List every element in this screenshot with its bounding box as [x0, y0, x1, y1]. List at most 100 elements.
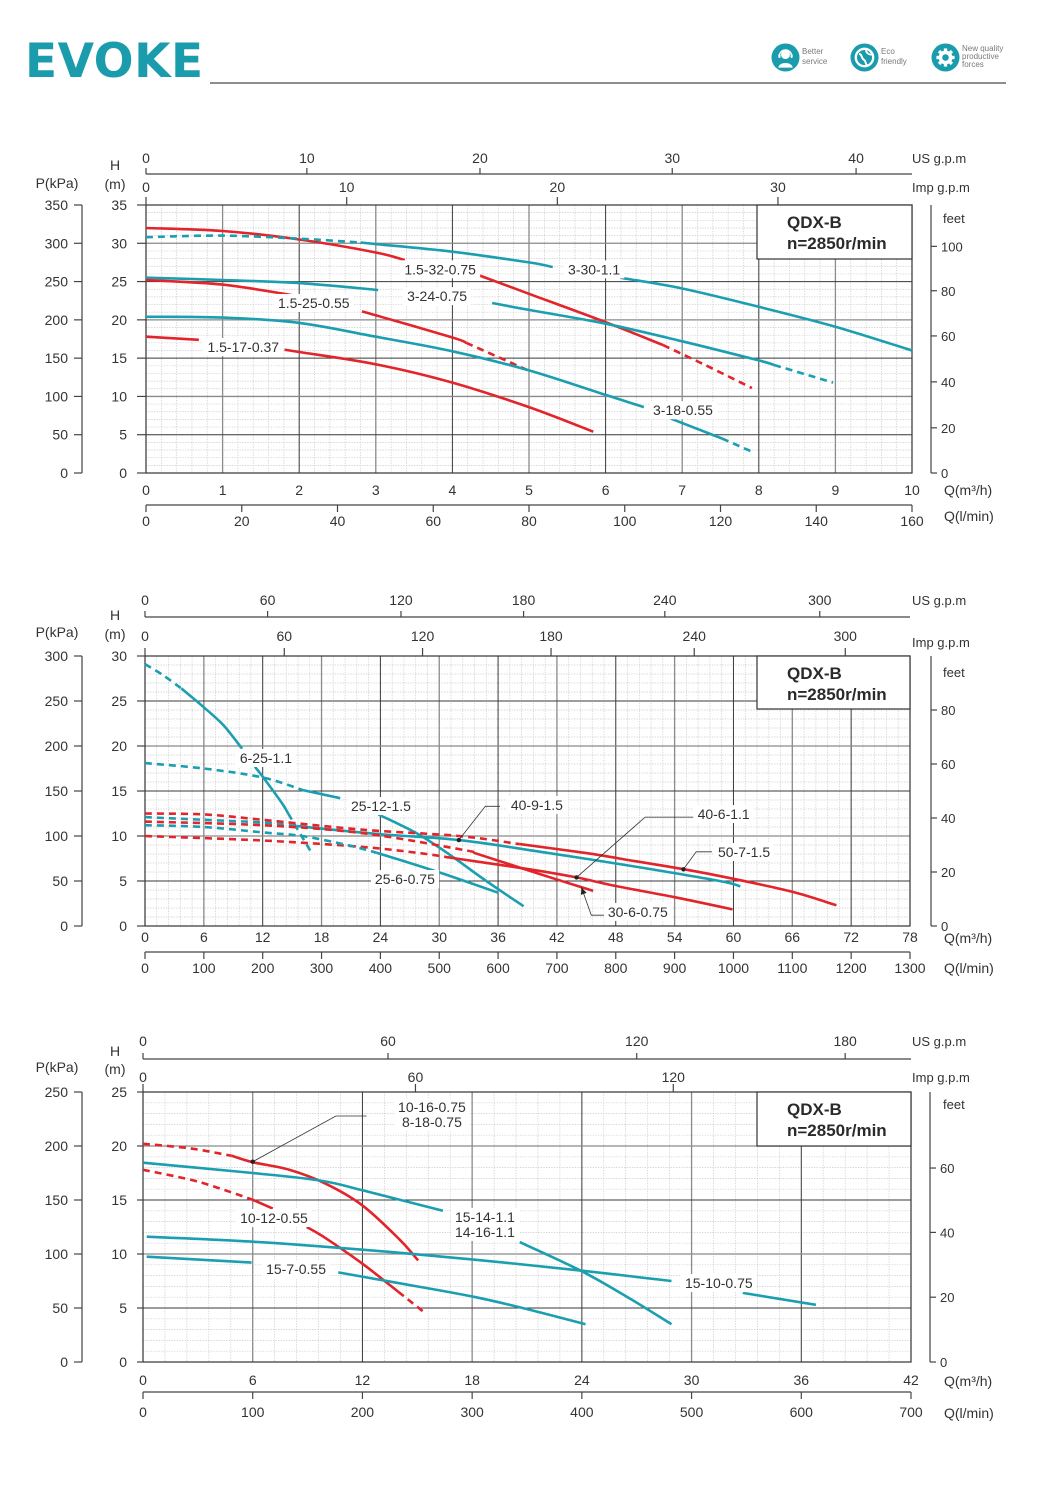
curve-label-text: 40-9-1.5 [511, 797, 563, 813]
y-tick-label: 5 [119, 873, 127, 889]
us-gpm-tick-label: 0 [142, 150, 150, 166]
curve-label-text: 1.5-17-0.37 [207, 339, 279, 355]
model-info-box: QDX-B n=2850r/min [756, 204, 913, 260]
lmin-tick-label: 100 [241, 1404, 265, 1420]
leader-arrowhead [580, 887, 587, 895]
curve-label-background [347, 797, 416, 816]
model-info-box: QDX-B n=2850r/min [756, 1091, 912, 1147]
curve-label: 15-14-1.114-16-1.1 [450, 1207, 520, 1241]
minor-grid [146, 205, 912, 473]
us-gpm-tick-label: 30 [664, 150, 680, 166]
major-grid [145, 656, 910, 926]
y-tick-label: 15 [111, 783, 127, 799]
lmin-tick-label: 500 [428, 960, 452, 976]
lmin-tick-label: 0 [141, 960, 149, 976]
pressure-tick-label: 200 [45, 738, 69, 754]
us-gpm-tick-label: 10 [299, 150, 315, 166]
x-tick-label: 4 [449, 482, 457, 498]
pressure-tick-label: 0 [60, 918, 68, 934]
feet-tick-label: 80 [941, 284, 955, 299]
curve-label-background [450, 1207, 520, 1241]
curve-label-text: 1.5-25-0.55 [278, 295, 350, 311]
leader-dot [681, 867, 686, 872]
x-tick-label: 72 [843, 929, 859, 945]
lmin-tick-label: 500 [680, 1404, 704, 1420]
curve-10-12-0.55 [142, 1168, 424, 1313]
curve-label-background [680, 1274, 757, 1293]
curve-label-text: 25-6-0.75 [375, 871, 435, 887]
curve-label: 30-6-0.75 [603, 902, 673, 921]
pressure-tick-label: 150 [45, 783, 69, 799]
curve-15-10-0.75 [146, 1235, 817, 1307]
model-speed: n=2850r/min [787, 234, 887, 253]
lmin-tick-label: 80 [521, 513, 537, 529]
curve-label: 10-16-0.758-18-0.75 [394, 1098, 470, 1132]
feet-tick-label: 40 [941, 375, 955, 390]
curve-segment-dashed [397, 1290, 424, 1313]
imp-gpm-tick-label: 0 [142, 179, 150, 195]
feet-tick-label: 40 [940, 1225, 954, 1240]
model-info-box-frame [756, 1091, 912, 1147]
curve-segment-solid [306, 1225, 400, 1293]
pump-curves [145, 226, 913, 453]
x-axis-title: Q(m³/h) [944, 930, 992, 946]
curve-label-text: 3-30-1.1 [568, 261, 620, 277]
curve-label: 25-6-0.75 [370, 870, 440, 889]
curve-segment-dashed [144, 662, 183, 690]
curve-label-text: 3-24-0.75 [407, 288, 467, 304]
minor-grid [143, 1092, 911, 1362]
model-title: QDX-B [787, 1100, 842, 1119]
curve-segment-dashed [144, 761, 304, 792]
curve-1.5-25-0.55 [145, 278, 529, 372]
curve-3-24-0.75 [145, 276, 834, 384]
major-grid [143, 1092, 911, 1362]
us-gpm-tick-label: 120 [625, 1033, 649, 1049]
feet-axis-title: feet [943, 1097, 965, 1112]
x-tick-label: 12 [355, 1372, 371, 1388]
y-tick-label: 20 [111, 738, 127, 754]
y-tick-label: 15 [111, 350, 127, 366]
x-tick-label: 24 [574, 1372, 590, 1388]
model-speed: n=2850r/min [787, 1121, 887, 1140]
pressure-tick-label: 200 [45, 1138, 69, 1154]
x-tick-label: 6 [602, 482, 610, 498]
curve-segment-solid [519, 1240, 673, 1326]
curve-label: 50-7-1.5 [713, 843, 775, 862]
feet-axis-title: feet [943, 211, 965, 226]
imp-gpm-tick-label: 30 [770, 179, 786, 195]
curve-label: 1.5-17-0.37 [203, 338, 284, 357]
feet-axis-title: feet [943, 665, 965, 680]
badge-new-quality-text: New quality productive forces [962, 45, 1003, 69]
curve-segment-solid [302, 788, 341, 800]
feet-tick-label: 60 [941, 757, 955, 772]
curve-segment-solid [146, 1255, 252, 1264]
curve-label-background [713, 843, 775, 862]
curve-label: 1.5-32-0.75 [400, 260, 481, 279]
us-gpm-tick-label: 300 [808, 592, 832, 608]
curve-label-background [693, 805, 754, 824]
feet-tick-label: 100 [941, 239, 963, 254]
curve-segment-dashed [412, 1254, 422, 1265]
leader-dot [574, 875, 579, 880]
curve-15-14-1.1_14-16-1.1 [142, 1161, 673, 1326]
curve-segment-solid [146, 1235, 672, 1283]
pressure-tick-label: 250 [45, 274, 69, 290]
curve-segment-dashed [721, 437, 753, 453]
pressure-tick-label: 250 [45, 693, 69, 709]
lmin-tick-label: 1200 [836, 960, 867, 976]
x-tick-label: 78 [902, 929, 918, 945]
eco-globe-icon [850, 43, 879, 72]
curve-label: 25-12-1.5 [347, 797, 416, 816]
label-leaders [250, 1115, 367, 1164]
y-axis-title: H [110, 157, 120, 173]
plot-frame [145, 204, 913, 474]
model-info-box-frame [756, 204, 913, 260]
us-gpm-axis-title: US g.p.m [912, 593, 966, 608]
leader-line [252, 1115, 367, 1163]
curve-25-12-1.5 [144, 761, 525, 908]
imp-gpm-tick-label: 120 [411, 628, 435, 644]
curve-label-background [236, 1209, 312, 1228]
curve-label: 40-6-1.1 [693, 805, 754, 824]
feet-tick-label: 20 [941, 865, 955, 880]
curve-labels: 1.5-32-0.75 3-30-1.1 3-24-0.75 1.5-25-0.55 3… [203, 260, 718, 420]
